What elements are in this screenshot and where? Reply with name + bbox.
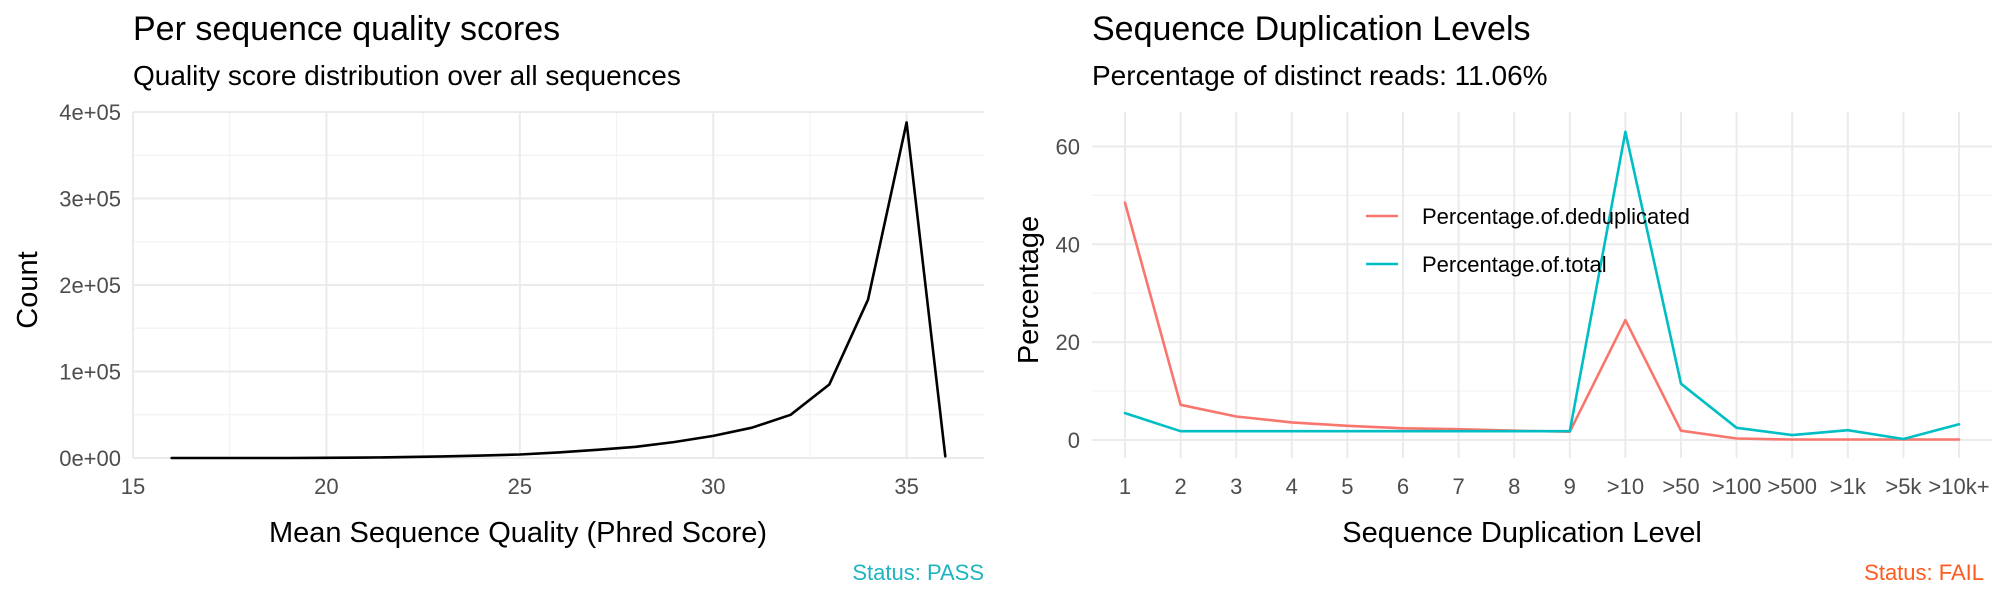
y-tick-label: 0 [1068, 428, 1080, 453]
x-tick-label: 8 [1508, 474, 1520, 499]
quality-chart-gridlines [132, 111, 984, 459]
x-tick-label: >5k [1885, 474, 1922, 499]
quality-chart-subtitle: Quality score distribution over all sequ… [133, 60, 681, 91]
y-tick-label: 60 [1056, 134, 1080, 159]
y-tick-label: 1e+05 [59, 360, 121, 385]
x-tick-label: 30 [701, 474, 725, 499]
x-tick-label: 6 [1397, 474, 1409, 499]
y-tick-label: 4e+05 [59, 100, 121, 125]
y-tick-label: 0e+00 [59, 446, 121, 471]
duplication-chart-title: Sequence Duplication Levels [1092, 10, 1531, 48]
duplication-chart-legend: Percentage.of.deduplicated Percentage.of.… [1366, 204, 1690, 277]
x-tick-label: 35 [894, 474, 918, 499]
y-tick-label: 40 [1056, 232, 1080, 257]
x-tick-label: >500 [1767, 474, 1817, 499]
legend-label: Percentage.of.deduplicated [1422, 204, 1690, 229]
duplication-status-label: Status: FAIL [1864, 560, 1984, 585]
x-tick-label: >50 [1662, 474, 1699, 499]
series-line [1123, 201, 1961, 441]
x-tick-label: >100 [1712, 474, 1762, 499]
quality-chart-series [170, 121, 947, 460]
duplication-chart-gridlines [1092, 112, 1992, 458]
quality-chart-title: Per sequence quality scores [133, 10, 560, 48]
quality-chart-y-ticks: 0e+00 1e+05 2e+05 3e+05 4e+05 [59, 100, 121, 471]
x-tick-label: 15 [121, 474, 145, 499]
x-tick-label: 25 [508, 474, 532, 499]
x-tick-label: 7 [1452, 474, 1464, 499]
quality-chart-x-axis-title: Mean Sequence Quality (Phred Score) [269, 517, 767, 549]
quality-chart-panel: Per sequence quality scores Quality scor… [12, 10, 984, 585]
x-tick-label: >10 [1607, 474, 1644, 499]
x-tick-label: 4 [1286, 474, 1298, 499]
x-tick-label: 5 [1341, 474, 1353, 499]
x-tick-label: 9 [1564, 474, 1576, 499]
duplication-chart-x-ticks: 1 2 3 4 5 6 7 8 9 >10 >50 >100 >500 >1k >5k >10k+ [1119, 474, 1990, 499]
quality-status-label: Status: PASS [852, 560, 984, 585]
x-tick-label: 20 [314, 474, 338, 499]
duplication-chart-subtitle: Percentage of distinct reads: 11.06% [1092, 60, 1548, 91]
y-tick-label: 3e+05 [59, 187, 121, 212]
duplication-chart-x-axis-title: Sequence Duplication Level [1342, 517, 1702, 549]
y-tick-label: 20 [1056, 330, 1080, 355]
duplication-chart-y-axis-title: Percentage [1013, 216, 1045, 364]
series-line [1123, 130, 1961, 441]
x-tick-label: 2 [1174, 474, 1186, 499]
duplication-chart-panel: Sequence Duplication Levels Percentage o… [1013, 10, 1992, 585]
duplication-chart-series [1123, 130, 1961, 441]
quality-chart-y-axis-title: Count [12, 251, 44, 328]
x-tick-label: 3 [1230, 474, 1242, 499]
quality-count-line [170, 121, 947, 460]
quality-chart-x-ticks: 15 20 25 30 35 [121, 474, 919, 499]
x-tick-label: 1 [1119, 474, 1131, 499]
x-tick-label: >10k+ [1928, 474, 1989, 499]
legend-label: Percentage.of.total [1422, 252, 1607, 277]
x-tick-label: >1k [1830, 474, 1867, 499]
y-tick-label: 2e+05 [59, 273, 121, 298]
duplication-chart-y-ticks: 0 20 40 60 [1056, 134, 1080, 453]
